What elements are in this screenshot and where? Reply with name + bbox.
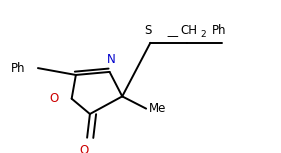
Text: —: — bbox=[166, 31, 178, 43]
Text: Ph: Ph bbox=[212, 24, 227, 37]
Text: O: O bbox=[80, 144, 89, 153]
Text: CH: CH bbox=[181, 24, 198, 37]
Text: S: S bbox=[144, 24, 151, 37]
Text: 2: 2 bbox=[200, 30, 206, 39]
Text: N: N bbox=[106, 53, 115, 66]
Text: O: O bbox=[50, 92, 59, 105]
Text: Me: Me bbox=[149, 102, 166, 115]
Text: Ph: Ph bbox=[11, 62, 25, 75]
